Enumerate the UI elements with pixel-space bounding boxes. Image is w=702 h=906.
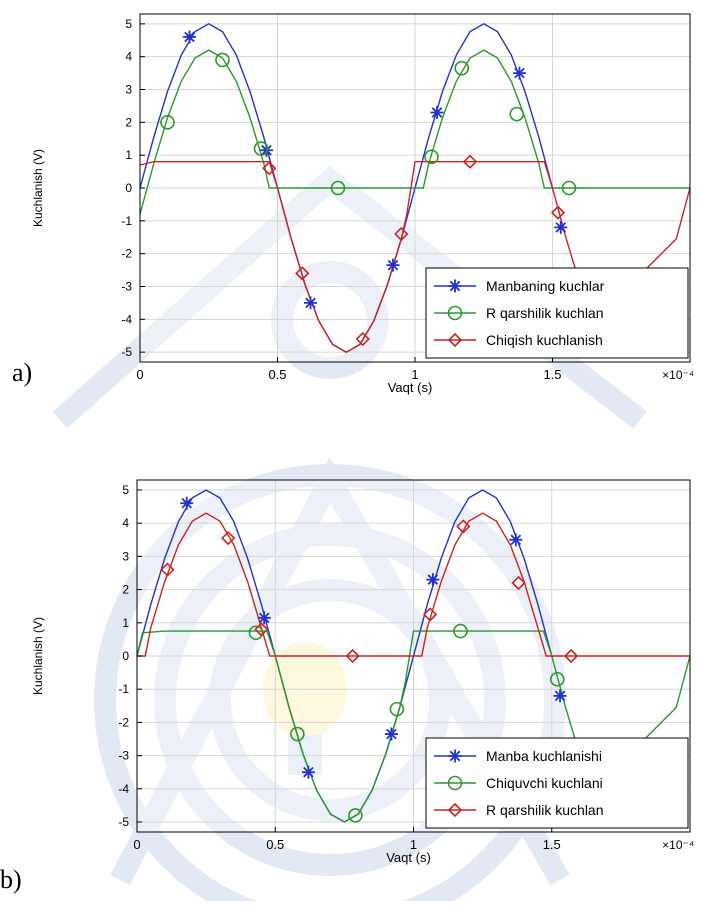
charta-series-1-point-6 [509, 106, 525, 122]
charta-series-0-point-2 [304, 296, 317, 310]
chartb-y-tick-label-10: 5 [122, 483, 129, 497]
chartb-series-2-point-3 [345, 648, 360, 664]
charta-legend-label-0: Manbaning kuchlar [486, 278, 605, 294]
chart-a-svg: -5 -4 -3 -2 -1 0 1 2 3 4 5 0 0.5 1 1.5 ×10⁻⁴ Vaqt (s) Kuc… [31, 13, 694, 395]
charta-legend-label-1: R qarshilik kuchlan [486, 305, 604, 321]
charta-series-2-point-2 [355, 331, 370, 347]
charta-y-tick-label-1: -4 [121, 312, 132, 326]
charta-x-tick-label-0: 0 [136, 367, 143, 382]
charta-series-0-point-4 [430, 105, 444, 119]
chartb-legend-marker-2 [447, 802, 463, 818]
chartb-x-tick-label-3: 1.5 [543, 837, 561, 852]
chartb-series-2-point-6 [511, 575, 526, 591]
charta-y-tick-label-8: 3 [125, 83, 132, 97]
chartb-y-tick-label-3: -2 [118, 715, 129, 729]
charta-legend-marker-1 [447, 305, 463, 321]
chartb-series-1-point-2 [348, 808, 363, 823]
chartb-series-0-point-2 [301, 765, 315, 779]
chart-panel-b: -5 -4 -3 -2 -1 0 1 2 3 4 5 0 0.5 1 1.5 ×10⁻⁴ Vaqt (s) Kuc… [0, 450, 702, 906]
panel-label-a: a) [12, 358, 33, 387]
chartb-series-0-point-6 [553, 689, 567, 703]
chartb-series-2-point-5 [456, 519, 471, 534]
charta-y-tick-label-10: 5 [125, 17, 132, 31]
charta-series-1-point-2 [253, 141, 269, 156]
chartb-series-0-point-4 [426, 573, 440, 587]
chartb-series-2-point-1 [221, 530, 236, 546]
chartb-x-tick-label-0: 0 [133, 837, 140, 852]
chartb-series-1-point-5 [549, 671, 565, 687]
charta-y-tick-label-6: 1 [125, 148, 132, 162]
chartb-y-tick-label-6: 1 [122, 616, 129, 630]
charta-legend-marker-2 [447, 332, 463, 348]
charta-series-1-point-3 [330, 180, 346, 196]
charta-series-line-2 [139, 160, 691, 354]
chart-panel-a: -5 -4 -3 -2 -1 0 1 2 3 4 5 0 0.5 1 1.5 ×10⁻⁴ Vaqt (s) Kuc… [0, 0, 702, 410]
chartb-series-1-point-3 [389, 701, 405, 717]
chartb-series-1-point-1 [290, 726, 305, 742]
chartb-series-1-point-4 [453, 623, 468, 639]
charta-series-0-point-5 [513, 66, 526, 80]
chartb-series-2-point-4 [422, 607, 438, 622]
chartb-x-tick-label-2: 1 [410, 837, 417, 852]
chartb-x-tick-label-1: 0.5 [266, 837, 284, 852]
chartb-x-axis-label: Vaqt (s) [386, 850, 431, 865]
chartb-y-tick-label-2: -3 [118, 749, 129, 763]
charta-y-tick-label-7: 2 [125, 115, 132, 129]
charta-legend-marker-0 [448, 279, 462, 293]
chartb-legend-marker-1 [447, 775, 463, 791]
chartb-legend-label-2: R qarshilik kuchlan [486, 802, 604, 818]
chartb-y-tick-label-5: 0 [122, 649, 129, 663]
chartb-y-tick-label-9: 4 [122, 516, 129, 530]
chartb-series-2-point-7 [563, 648, 579, 664]
charta-y-tick-label-2: -3 [121, 279, 132, 293]
charta-y-tick-label-4: -1 [121, 214, 132, 228]
chartb-legend-label-1: Chiquvchi kuchlani [486, 775, 603, 791]
charta-series-1-point-5 [454, 60, 470, 76]
charta-y-tick-label-3: -2 [121, 247, 132, 261]
charta-series-1-point-7 [561, 180, 577, 196]
charta-x-tick-label-2: 1 [411, 367, 418, 382]
chartb-y-axis-label: Kuchlanish (V) [31, 617, 45, 695]
chartb-series-0-point-1 [257, 611, 271, 625]
chartb-series-0-point-0 [180, 496, 194, 510]
panel-label-b: b) [0, 865, 22, 894]
charta-series-0-point-6 [554, 220, 568, 234]
chartb-y-tick-label-4: -1 [118, 682, 129, 696]
charta-x-axis-label: Vaqt (s) [388, 380, 433, 395]
chartb-series-line-2 [137, 512, 690, 657]
charta-y-tick-label-9: 4 [125, 50, 132, 64]
chartb-series-2-point-2 [254, 622, 269, 637]
charta-x-multiplier: ×10⁻⁴ [662, 368, 694, 382]
charta-series-0-point-3 [386, 258, 400, 272]
charta-legend-label-2: Chiqish kuchlanish [486, 332, 603, 348]
charta-y-tick-label-0: -5 [121, 345, 132, 359]
chartb-series-0-point-3 [384, 727, 398, 741]
chartb-x-multiplier: ×10⁻⁴ [662, 838, 694, 852]
charta-y-tick-label-5: 0 [125, 181, 132, 195]
charta-series-2-point-0 [262, 161, 277, 176]
chartb-y-tick-label-0: -5 [118, 815, 129, 829]
charta-series-0-point-0 [183, 30, 196, 44]
chartb-legend-marker-0 [448, 749, 462, 763]
charta-series-1-point-1 [215, 52, 230, 68]
charta-y-axis-label: Kuchlanish (V) [31, 149, 45, 227]
charta-x-tick-label-1: 0.5 [268, 367, 286, 382]
charta-series-2-point-5 [550, 205, 566, 220]
charta-x-tick-label-3: 1.5 [543, 367, 561, 382]
chartb-legend-label-0: Manba kuchlanishi [486, 748, 602, 764]
chartb-series-1-point-0 [248, 625, 264, 641]
chartb-series-0-point-5 [509, 533, 523, 547]
charta-series-2-point-4 [462, 154, 478, 169]
chart-b-svg: -5 -4 -3 -2 -1 0 1 2 3 4 5 0 0.5 1 1.5 ×10⁻⁴ Vaqt (s) Kuc… [31, 479, 694, 865]
chartb-y-tick-label-1: -4 [118, 782, 129, 796]
charta-series-1-point-0 [160, 115, 175, 130]
lightbulb-icon [263, 642, 347, 775]
chartb-y-tick-label-7: 2 [122, 583, 129, 597]
charta-series-2-point-3 [394, 226, 409, 242]
chartb-series-2-point-0 [160, 562, 175, 577]
chartb-y-tick-label-8: 3 [122, 549, 129, 563]
charta-series-1-point-4 [424, 149, 439, 165]
charta-series-2-point-1 [295, 266, 310, 281]
